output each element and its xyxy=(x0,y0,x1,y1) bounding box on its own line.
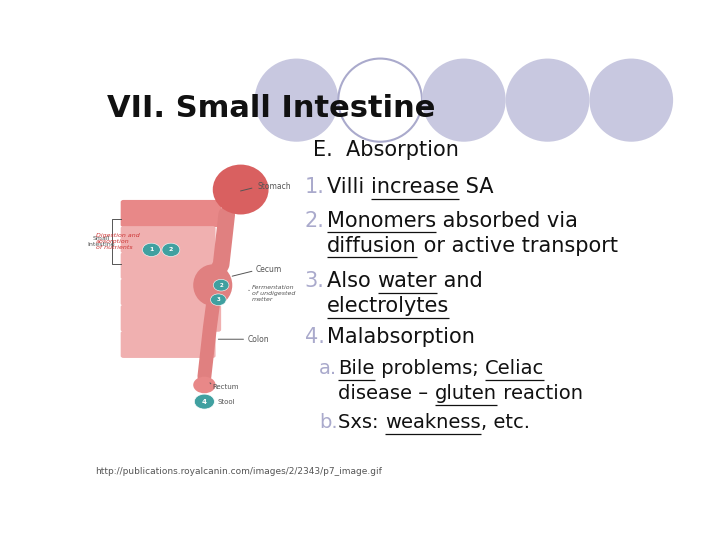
Text: 1.: 1. xyxy=(305,178,325,198)
Text: water: water xyxy=(377,271,437,291)
Text: 2: 2 xyxy=(220,282,223,288)
FancyBboxPatch shape xyxy=(121,226,215,253)
Text: 3.: 3. xyxy=(305,271,325,291)
FancyBboxPatch shape xyxy=(121,279,215,306)
Text: disease –: disease – xyxy=(338,384,435,403)
Text: Stomach: Stomach xyxy=(258,182,291,191)
Ellipse shape xyxy=(213,165,269,214)
Text: Bile: Bile xyxy=(338,359,374,378)
Text: or active transport: or active transport xyxy=(417,235,618,255)
Text: Digestion and
absorption
of nutrients: Digestion and absorption of nutrients xyxy=(96,233,140,250)
Text: Malabsorption: Malabsorption xyxy=(327,327,475,347)
Ellipse shape xyxy=(505,58,590,141)
Circle shape xyxy=(194,394,215,409)
Text: Colon: Colon xyxy=(248,335,269,344)
Text: 4.: 4. xyxy=(305,327,325,347)
Text: 4: 4 xyxy=(202,399,207,404)
Circle shape xyxy=(213,279,229,291)
Text: Stool: Stool xyxy=(217,399,235,404)
Text: 3: 3 xyxy=(217,297,220,302)
Text: http://publications.royalcanin.com/images/2/2343/p7_image.gif: http://publications.royalcanin.com/image… xyxy=(96,467,382,476)
Ellipse shape xyxy=(338,58,422,141)
Text: Cecum: Cecum xyxy=(256,265,282,274)
Text: , etc.: , etc. xyxy=(481,413,530,432)
Text: Rectum: Rectum xyxy=(213,384,239,390)
Text: a.: a. xyxy=(319,359,337,378)
FancyBboxPatch shape xyxy=(121,331,215,358)
Text: Small
Intestine: Small Intestine xyxy=(87,236,115,247)
Text: 2: 2 xyxy=(168,247,173,252)
Text: b.: b. xyxy=(319,413,338,432)
Text: Celiac: Celiac xyxy=(485,359,544,378)
Text: 1: 1 xyxy=(149,247,153,252)
Circle shape xyxy=(143,243,161,256)
Ellipse shape xyxy=(590,58,673,141)
Ellipse shape xyxy=(193,265,233,306)
Ellipse shape xyxy=(255,58,338,141)
FancyBboxPatch shape xyxy=(121,305,221,332)
Circle shape xyxy=(210,294,226,306)
Text: weakness: weakness xyxy=(385,413,481,432)
Text: SA: SA xyxy=(459,178,493,198)
Text: electrolytes: electrolytes xyxy=(327,296,449,316)
Ellipse shape xyxy=(193,377,215,393)
Text: 2.: 2. xyxy=(305,211,325,231)
Text: diffusion: diffusion xyxy=(327,235,417,255)
Text: increase: increase xyxy=(371,178,459,198)
Text: VII. Small Intestine: VII. Small Intestine xyxy=(107,94,435,123)
Text: and: and xyxy=(437,271,483,291)
FancyBboxPatch shape xyxy=(121,252,221,279)
Text: problems;: problems; xyxy=(374,359,485,378)
Text: absorbed via: absorbed via xyxy=(436,211,578,231)
FancyBboxPatch shape xyxy=(121,200,221,227)
Text: Sxs:: Sxs: xyxy=(338,413,385,432)
Text: Monomers: Monomers xyxy=(327,211,436,231)
Text: Fermentation
of undigested
matter: Fermentation of undigested matter xyxy=(252,285,295,302)
Text: E.  Absorption: E. Absorption xyxy=(313,140,459,160)
Circle shape xyxy=(162,243,180,256)
Text: Villi: Villi xyxy=(327,178,371,198)
Text: reaction: reaction xyxy=(497,384,582,403)
Text: Also: Also xyxy=(327,271,377,291)
Text: gluten: gluten xyxy=(435,384,497,403)
Ellipse shape xyxy=(422,58,505,141)
